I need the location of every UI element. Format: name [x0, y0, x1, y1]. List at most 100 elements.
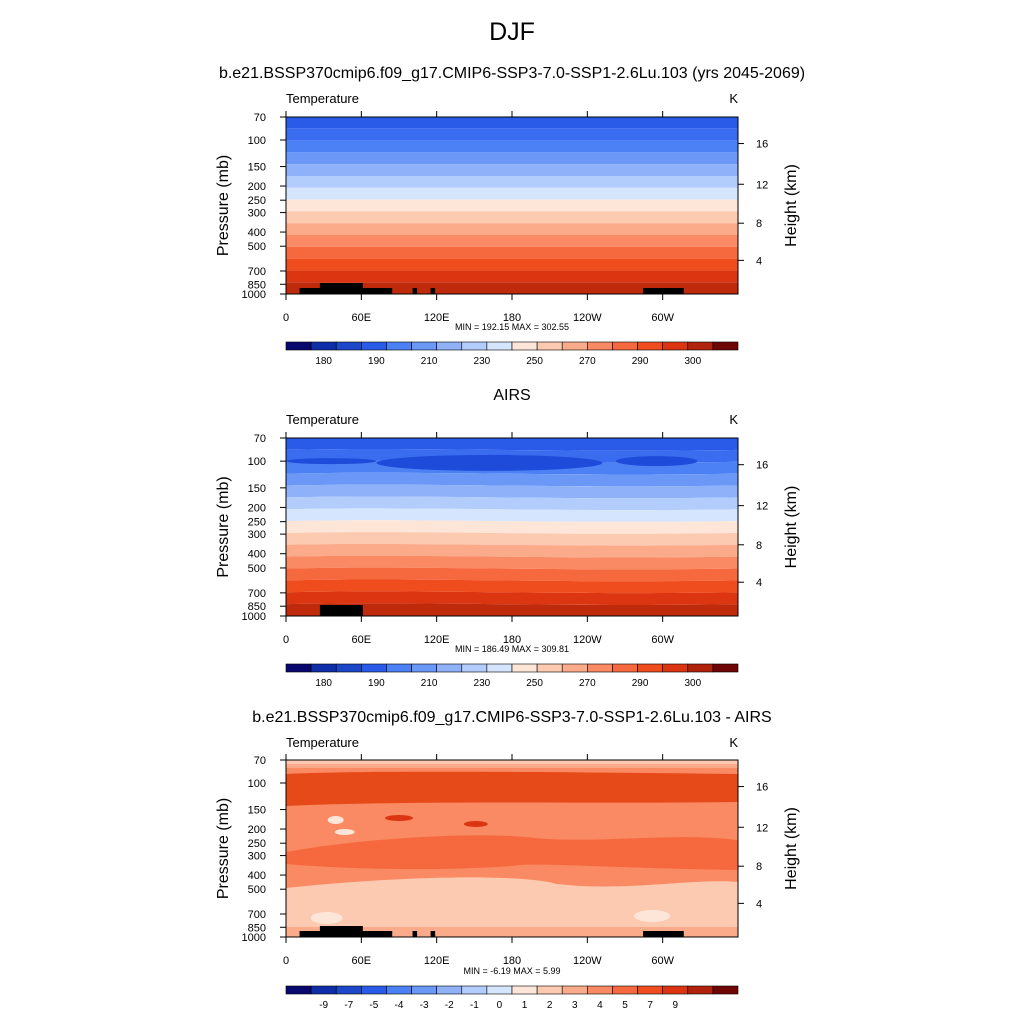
x-tick-label: 60W: [651, 312, 674, 324]
colorbar-swatch: [436, 663, 463, 673]
contour-band: [286, 591, 738, 605]
x-tick-label: 60W: [651, 634, 674, 646]
figure-title: DJF: [489, 18, 535, 46]
colorbar-swatch: [662, 341, 689, 351]
topography-mask: [643, 931, 684, 937]
contour-band: [286, 128, 738, 141]
y-tick-label: 1000: [242, 289, 266, 301]
x-tick-label: 180: [503, 634, 521, 646]
topography-mask: [430, 931, 436, 937]
units-label: K: [729, 91, 738, 106]
y-tick-label: 700: [248, 588, 266, 600]
panel-title: b.e21.BSSP370cmip6.f09_g17.CMIP6-SSP3-7.…: [252, 709, 771, 726]
y-tick-label: 850: [248, 601, 266, 613]
y-axis-label: Pressure (mb): [215, 476, 232, 577]
contour-band: [286, 927, 738, 937]
contour-band: [385, 815, 413, 821]
colorbar-swatch: [612, 985, 638, 995]
colorbar-swatch: [361, 341, 387, 351]
y-tick-label: 150: [248, 162, 266, 174]
colorbar-label: 0: [497, 1000, 503, 1011]
colorbar-label: 190: [368, 678, 385, 689]
y-tick-label: 70: [254, 433, 266, 445]
colorbar-label: 3: [572, 1000, 578, 1011]
x-tick-label: 0: [283, 634, 289, 646]
contour-band: [286, 140, 738, 153]
colorbar-label: 300: [684, 356, 701, 367]
y-tick-label: 200: [248, 824, 266, 836]
y2-tick-label: 12: [756, 501, 768, 513]
y-tick-label: 300: [248, 529, 266, 541]
y-tick-label: 70: [254, 755, 266, 767]
colorbar-swatch: [712, 341, 739, 351]
panel-title: AIRS: [493, 387, 530, 404]
topography-mask: [340, 288, 393, 294]
colorbar-swatch: [285, 985, 312, 995]
y-tick-label: 150: [248, 805, 266, 817]
topography-mask: [319, 605, 363, 616]
y2-tick-label: 16: [756, 460, 768, 472]
x-tick-label: 0: [283, 312, 289, 324]
y2-tick-label: 8: [756, 540, 762, 552]
colorbar-label: -7: [344, 1000, 353, 1011]
y2-tick-label: 12: [756, 822, 768, 834]
colorbar-swatch: [411, 985, 437, 995]
y-axis-label: Pressure (mb): [215, 155, 232, 256]
x-tick-label: 120E: [424, 634, 450, 646]
colorbar-swatch: [361, 985, 387, 995]
contour-band: [286, 771, 738, 806]
min-max-stats: MIN = 192.15 MAX = 302.55: [455, 322, 569, 332]
contour-band: [286, 579, 738, 594]
x-tick-label: 0: [283, 955, 289, 967]
colorbar-swatch: [587, 341, 613, 351]
y-tick-label: 1000: [242, 611, 266, 623]
colorbar-swatch: [411, 663, 437, 673]
x-tick-label: 60E: [352, 312, 372, 324]
contour-band: [286, 164, 738, 176]
colorbar-swatch: [411, 341, 437, 351]
colorbar-swatch: [536, 985, 563, 995]
contour-band: [286, 211, 738, 224]
variable-label: Temperature: [286, 735, 359, 750]
y2-axis-label: Height (km): [783, 807, 800, 890]
colorbar-swatch: [285, 663, 312, 673]
colorbar-swatch: [310, 341, 337, 351]
contour-band: [286, 472, 738, 487]
y2-tick-label: 12: [756, 179, 768, 191]
variable-label: Temperature: [286, 91, 359, 106]
contour-band: [286, 877, 738, 937]
y-tick-label: 100: [248, 456, 266, 468]
colorbar-label: 230: [474, 356, 491, 367]
colorbar-swatch: [486, 663, 513, 673]
contour-band: [286, 520, 738, 534]
colorbar-label: 7: [647, 1000, 653, 1011]
colorbar-label: 210: [421, 356, 438, 367]
colorbar-swatch: [687, 663, 714, 673]
colorbar-swatch: [511, 663, 538, 673]
colorbar-swatch: [486, 341, 513, 351]
y-tick-label: 400: [248, 870, 266, 882]
contour-band: [286, 246, 738, 259]
y-tick-label: 400: [248, 227, 266, 239]
y2-tick-label: 16: [756, 782, 768, 794]
contour-band: [463, 821, 488, 827]
contour-band: [286, 532, 738, 546]
y-axis-label: Pressure (mb): [215, 798, 232, 899]
contour-band: [615, 456, 698, 467]
contour-band: [286, 258, 738, 271]
x-tick-label: 120W: [573, 634, 602, 646]
y2-tick-label: 8: [756, 218, 762, 230]
colorbar-swatch: [587, 985, 613, 995]
contour-band: [310, 912, 343, 924]
contour-band: [286, 508, 738, 522]
y-tick-label: 500: [248, 241, 266, 253]
colorbar-swatch: [587, 663, 613, 673]
contour-band: [327, 816, 344, 824]
colorbar-swatch: [461, 663, 488, 673]
x-tick-label: 60E: [352, 634, 372, 646]
y-tick-label: 70: [254, 112, 266, 124]
y-tick-label: 700: [248, 909, 266, 921]
y-tick-label: 1000: [242, 932, 266, 944]
contour-band: [286, 152, 738, 165]
y-tick-label: 200: [248, 502, 266, 514]
